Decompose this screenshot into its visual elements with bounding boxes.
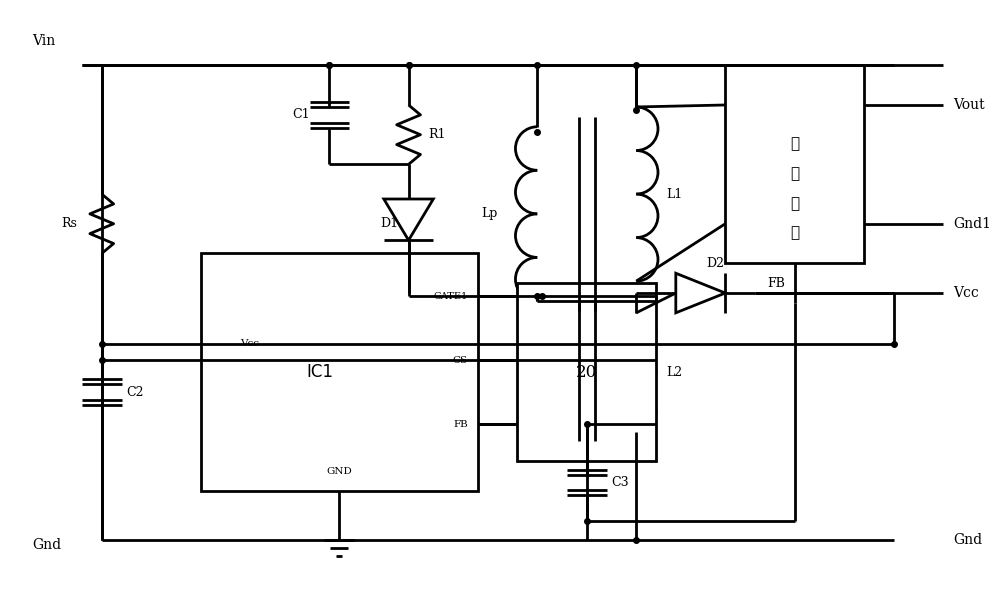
- Polygon shape: [384, 199, 433, 240]
- Text: CS: CS: [453, 356, 468, 365]
- Text: Vcc: Vcc: [240, 339, 259, 348]
- Text: IC1: IC1: [306, 364, 333, 381]
- Text: C1: C1: [292, 109, 310, 122]
- Text: Gnd1: Gnd1: [953, 217, 991, 231]
- Text: Gnd: Gnd: [32, 538, 62, 553]
- Text: Vin: Vin: [32, 34, 56, 47]
- Text: D1: D1: [381, 217, 399, 230]
- Text: FB: FB: [453, 420, 468, 429]
- Text: 输: 输: [790, 138, 799, 152]
- Polygon shape: [676, 273, 725, 313]
- Text: Gnd: Gnd: [953, 534, 982, 547]
- Text: C3: C3: [611, 476, 629, 489]
- Text: Vout: Vout: [953, 98, 985, 112]
- Text: FB: FB: [767, 277, 785, 289]
- Text: 电: 电: [790, 197, 799, 211]
- Bar: [201, 253, 478, 491]
- Text: D2: D2: [706, 257, 724, 270]
- Text: C2: C2: [126, 385, 144, 398]
- Bar: [517, 283, 656, 461]
- Text: L1: L1: [666, 187, 682, 200]
- Text: GATE1: GATE1: [434, 292, 468, 301]
- Text: GND: GND: [326, 467, 352, 476]
- Bar: [725, 65, 864, 263]
- Text: Lp: Lp: [481, 208, 498, 221]
- Text: Vcc: Vcc: [953, 286, 979, 300]
- Text: L2: L2: [666, 366, 682, 379]
- Text: 20: 20: [576, 364, 597, 381]
- Text: Rs: Rs: [61, 217, 77, 230]
- Text: R1: R1: [428, 128, 446, 141]
- Text: 出: 出: [790, 167, 799, 181]
- Text: 路: 路: [790, 227, 799, 241]
